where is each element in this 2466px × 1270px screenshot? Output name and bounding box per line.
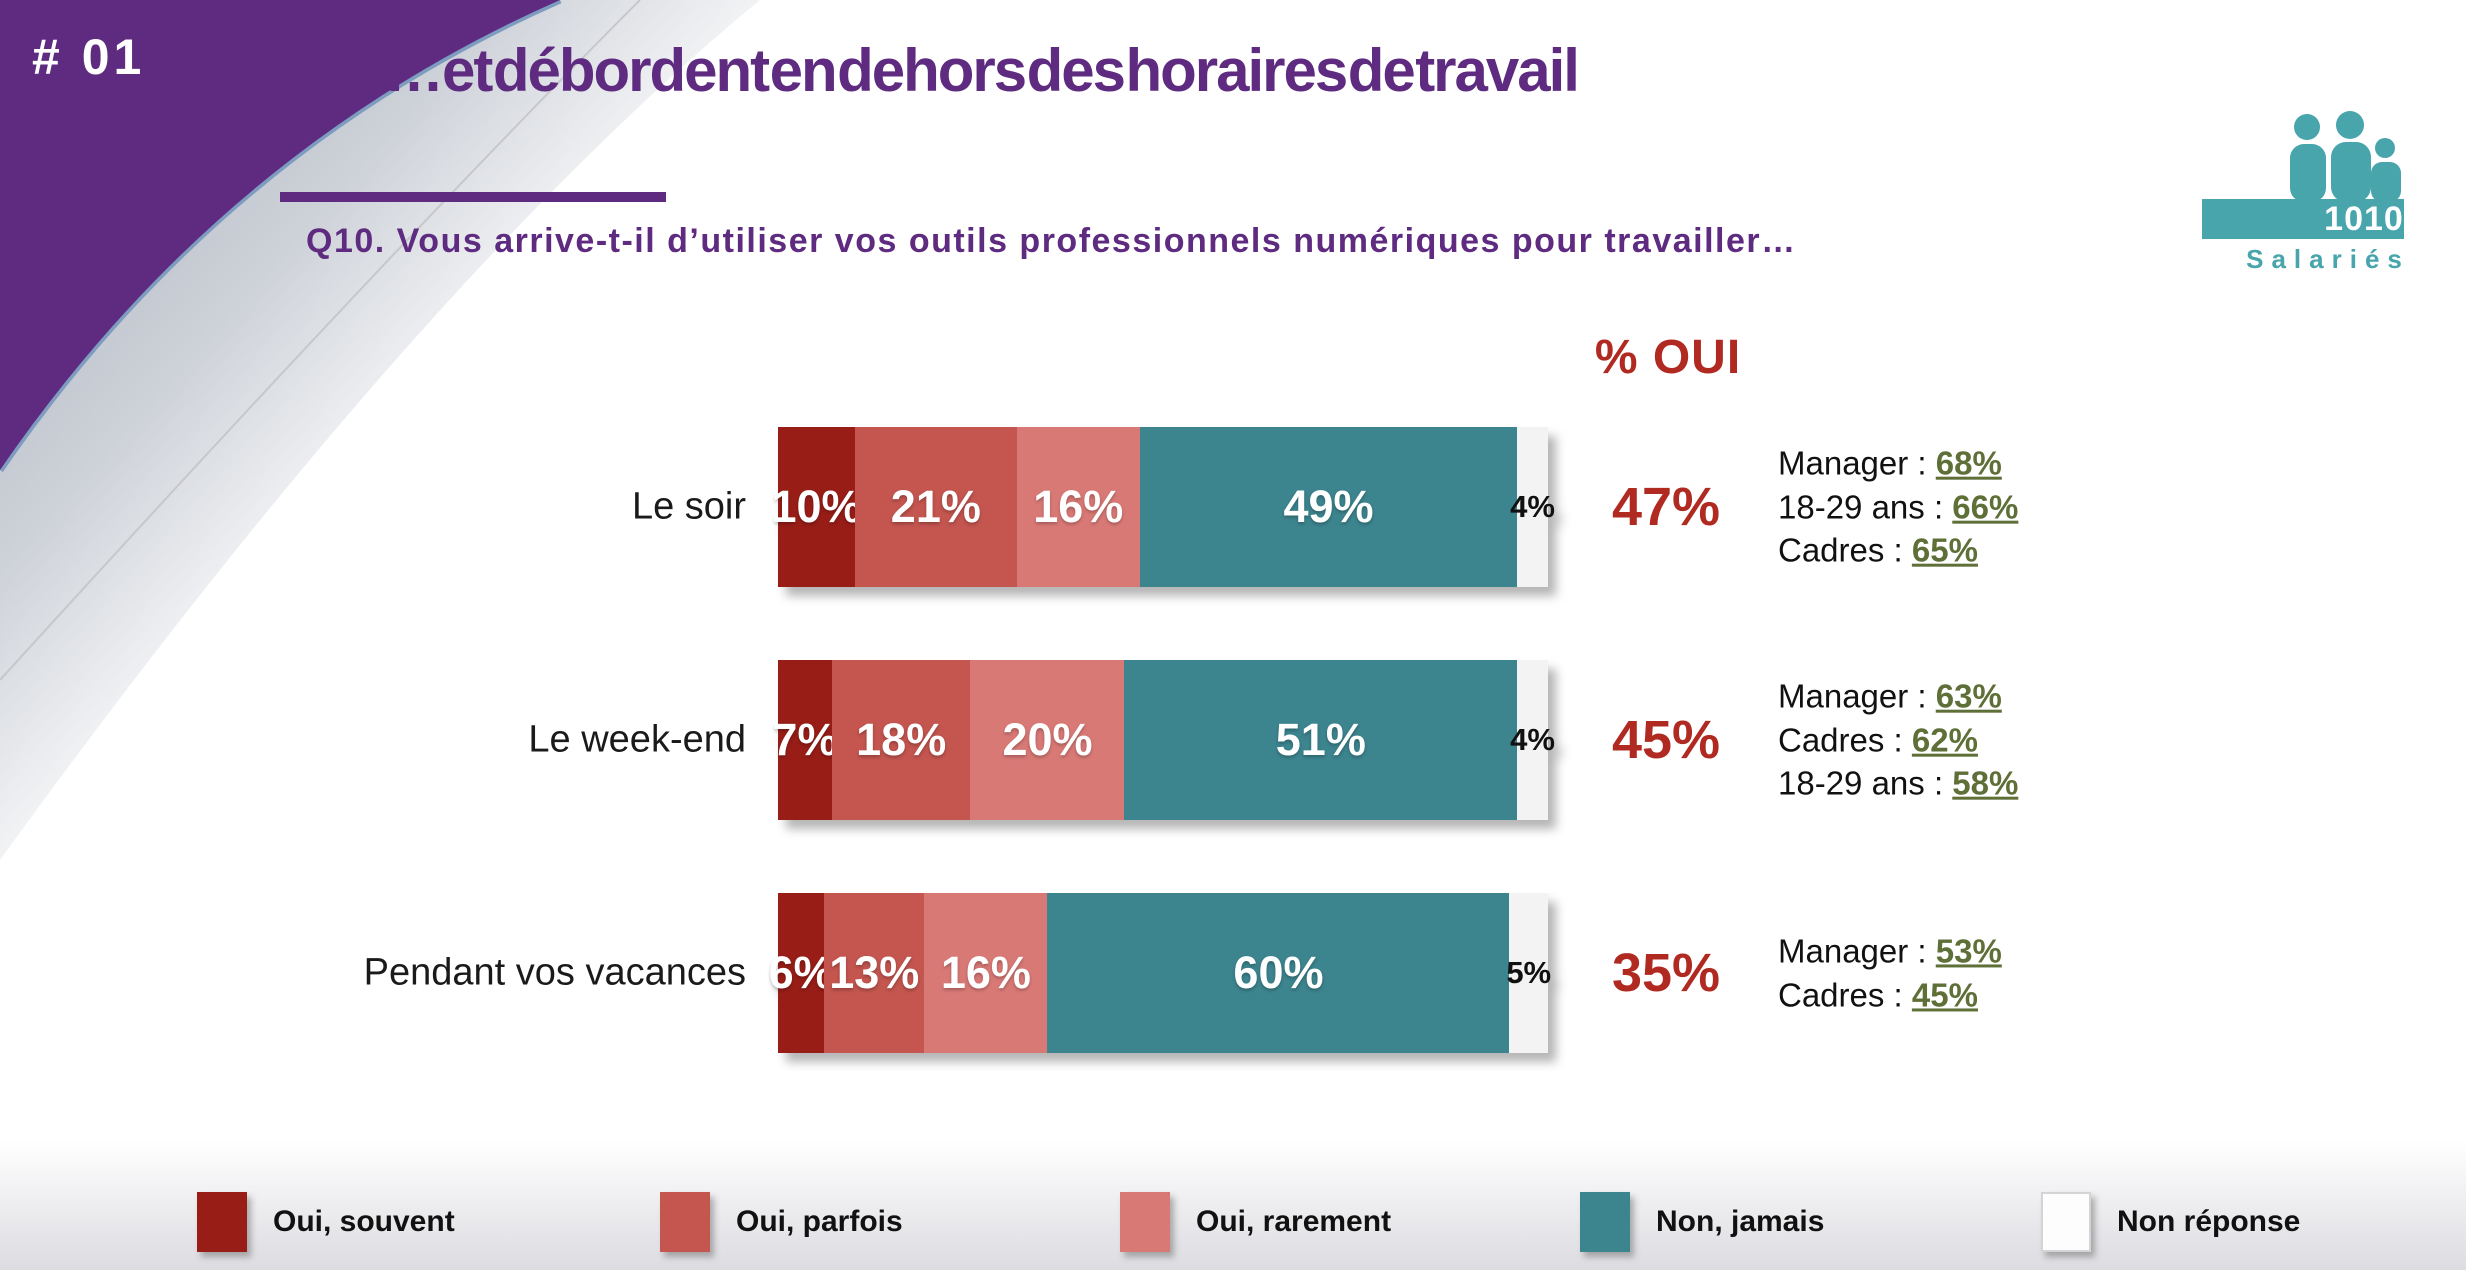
logo-label: Salariés	[2246, 244, 2410, 274]
annotation-block: Manager : 53% Cadres : 45%	[1778, 929, 2002, 1016]
bar-segment: 51%	[1124, 660, 1518, 820]
segment-value-label: 60%	[1233, 947, 1324, 998]
annotation-value: 62%	[1911, 721, 1978, 759]
annotation-line: Cadres : 62%	[1778, 718, 2018, 762]
segment-value-label: 6%	[768, 947, 834, 998]
pct-oui-value: 47%	[1611, 477, 1721, 537]
legend-swatch	[1120, 1192, 1170, 1252]
segment-value-label: 49%	[1283, 481, 1374, 532]
stacked-bar: 7% 18% 20% 51% 4%	[772, 660, 1555, 820]
annotation-value: 63%	[1935, 677, 2002, 715]
annotation-value: 65%	[1911, 531, 1978, 569]
annotation-label: Cadres :	[1778, 976, 1912, 1013]
segment-value-label: 16%	[940, 947, 1031, 998]
bar-segment: 60%	[1047, 893, 1510, 1053]
annotation-label: Manager :	[1778, 444, 1936, 482]
bar-segment: 16%	[924, 893, 1048, 1053]
annotation-line: Manager : 63%	[1778, 675, 2018, 719]
segment-value-label: 4%	[1510, 722, 1555, 757]
annotation-value: 58%	[1952, 764, 2019, 802]
chart-row: Le soir 10% 21% 16% 49% 4% 47% Manager : 68% 18-…	[0, 427, 2466, 587]
stacked-bar: 10% 21% 16% 49% 4%	[771, 427, 1555, 587]
bar-segment: 49%	[1139, 427, 1518, 587]
legend-item: Non, jamais	[1580, 1192, 1824, 1252]
segment-value-label: 16%	[1033, 481, 1124, 532]
annotation-label: 18-29 ans :	[1778, 764, 1953, 802]
legend-item: Oui, rarement	[1120, 1192, 1391, 1252]
legend-item: Non réponse	[2041, 1192, 2300, 1252]
chart-row: Le week-end 7% 18% 20% 51% 4% 45% Manager : 63%…	[0, 660, 2466, 820]
annotation-value: 45%	[1911, 976, 1978, 1013]
segment-value-label: 10%	[771, 481, 862, 532]
legend-item: Oui, parfois	[660, 1192, 903, 1252]
logo-1010-salaries: 1010 Salariés	[2198, 86, 2418, 286]
annotation-line: Manager : 53%	[1778, 929, 2002, 973]
annotation-line: Cadres : 65%	[1778, 529, 2018, 573]
people-on-bar-icon	[2202, 111, 2404, 239]
pct-oui-value: 35%	[1611, 943, 1721, 1003]
annotation-line: 18-29 ans : 66%	[1778, 485, 2018, 529]
bar-segment: 20%	[970, 660, 1125, 820]
legend-label: Non, jamais	[1656, 1205, 1825, 1238]
legend-swatch	[197, 1192, 247, 1252]
category-label: Le week-end	[528, 718, 746, 761]
annotation-value: 53%	[1935, 932, 2002, 970]
annotation-value: 66%	[1952, 488, 2019, 526]
bar-segment: 7%	[772, 660, 837, 820]
annotation-block: Manager : 63% Cadres : 62% 18-29 ans : 58%	[1778, 675, 2018, 806]
bar-segment: 13%	[824, 893, 925, 1053]
segment-value-label: 21%	[890, 481, 981, 532]
segment-value-label: 5%	[1506, 955, 1552, 990]
segment-value-label: 4%	[1510, 489, 1555, 524]
survey-question: Q10. Vous arrive-t-il d’utiliser vos out…	[306, 222, 1797, 260]
legend-label: Non réponse	[2117, 1205, 2301, 1238]
legend-swatch	[660, 1192, 710, 1252]
legend: Oui, souvent Oui, parfois Oui, rarement Non…	[0, 1140, 2466, 1270]
annotation-line: Manager : 68%	[1778, 442, 2018, 486]
annotation-line: Cadres : 45%	[1778, 973, 2002, 1017]
logo-number: 1010	[2324, 200, 2404, 238]
legend-label: Oui, parfois	[736, 1205, 903, 1238]
chart-row: Pendant vos vacances 6% 13% 16% 60% 5% 35% Mana…	[0, 893, 2466, 1053]
slide-title: …et débordent en dehors des horaires de …	[384, 37, 1580, 104]
legend-item: Oui, souvent	[197, 1192, 455, 1252]
legend-label: Oui, souvent	[273, 1205, 455, 1238]
title-underline	[280, 192, 666, 202]
stacked-bar: 6% 13% 16% 60% 5%	[769, 893, 1552, 1053]
bar-segment: 5%	[1506, 893, 1552, 1053]
bar-segment: 21%	[855, 427, 1017, 587]
segment-value-label: 20%	[1002, 714, 1093, 765]
annotation-label: 18-29 ans :	[1778, 488, 1953, 526]
pct-oui-header: % OUI	[1594, 331, 1742, 384]
annotation-line: 18-29 ans : 58%	[1778, 762, 2018, 806]
legend-swatch	[2041, 1192, 2091, 1252]
pct-oui-value: 45%	[1611, 710, 1721, 770]
slide-number-badge: # 01	[32, 29, 146, 85]
bar-segment: 4%	[1510, 660, 1555, 820]
legend-swatch	[1580, 1192, 1630, 1252]
bar-segment: 10%	[771, 427, 862, 587]
legend-label: Oui, rarement	[1196, 1205, 1392, 1238]
annotation-label: Cadres :	[1778, 531, 1912, 569]
segment-value-label: 7%	[772, 714, 838, 765]
bar-segment: 16%	[1016, 427, 1140, 587]
category-label: Le soir	[631, 485, 746, 528]
annotation-label: Manager :	[1778, 677, 1936, 715]
bar-segment: 6%	[769, 893, 834, 1053]
segment-value-label: 13%	[829, 947, 920, 998]
bar-segment: 18%	[831, 660, 971, 820]
annotation-value: 68%	[1935, 444, 2002, 482]
bar-segment: 4%	[1510, 427, 1555, 587]
category-label: Pendant vos vacances	[363, 951, 746, 994]
annotation-label: Cadres :	[1778, 721, 1912, 759]
segment-value-label: 51%	[1275, 714, 1366, 765]
annotation-label: Manager :	[1778, 932, 1936, 970]
annotation-block: Manager : 68% 18-29 ans : 66% Cadres : 65%	[1778, 442, 2018, 573]
segment-value-label: 18%	[856, 714, 947, 765]
